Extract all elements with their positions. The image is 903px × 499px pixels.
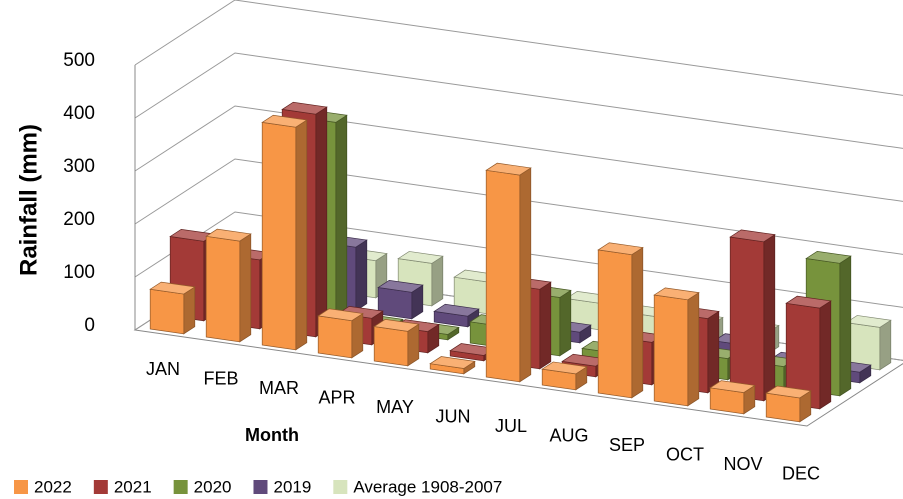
bar bbox=[205, 228, 252, 343]
x-tick-label: JAN bbox=[146, 359, 180, 379]
bar bbox=[785, 295, 832, 410]
bar bbox=[845, 315, 892, 371]
bar bbox=[397, 251, 444, 307]
grid-line bbox=[134, 158, 903, 255]
legend-swatch bbox=[333, 480, 348, 494]
bar bbox=[373, 319, 420, 367]
bar bbox=[317, 308, 364, 359]
legend-label: Average 1908-2007 bbox=[353, 477, 502, 496]
x-tick-label: SEP bbox=[609, 435, 645, 455]
y-tick-label: 0 bbox=[84, 315, 95, 336]
y-tick-label: 400 bbox=[63, 103, 95, 124]
bar bbox=[597, 242, 644, 399]
x-tick-label: MAY bbox=[376, 397, 414, 417]
bar bbox=[765, 385, 812, 423]
x-tick-label: JUL bbox=[495, 416, 527, 436]
y-tick-label: 500 bbox=[63, 50, 95, 71]
legend-swatch bbox=[253, 480, 268, 494]
bar bbox=[541, 361, 588, 391]
y-tick-label: 200 bbox=[63, 209, 95, 230]
x-tick-label: FEB bbox=[203, 368, 238, 388]
bar bbox=[377, 279, 424, 320]
y-tick-label: 300 bbox=[63, 156, 95, 177]
x-tick-label: JUN bbox=[436, 406, 471, 426]
legend-label: 2019 bbox=[273, 477, 311, 496]
bar bbox=[149, 281, 196, 335]
bar bbox=[729, 229, 776, 402]
x-tick-label: NOV bbox=[723, 454, 762, 474]
legend-label: 2020 bbox=[194, 477, 232, 496]
x-tick-label: OCT bbox=[666, 444, 704, 464]
grid-line bbox=[134, 211, 903, 308]
x-tick-label: AUG bbox=[549, 425, 588, 445]
bar bbox=[485, 162, 532, 383]
legend-label: 2021 bbox=[114, 477, 152, 496]
x-tick-label: MAR bbox=[259, 378, 299, 398]
y-axis-title: Rainfall (mm) bbox=[15, 124, 42, 276]
bar bbox=[261, 114, 308, 351]
legend-label: 2022 bbox=[34, 477, 72, 496]
legend-swatch bbox=[14, 480, 28, 494]
legend-swatch bbox=[173, 480, 188, 494]
bar bbox=[709, 380, 756, 415]
bar bbox=[653, 287, 700, 407]
x-axis-title: Month bbox=[245, 425, 299, 445]
y-tick-label: 100 bbox=[63, 262, 95, 283]
grid-line bbox=[134, 52, 903, 149]
x-tick-label: DEC bbox=[782, 463, 820, 483]
grid-line bbox=[134, 0, 903, 96]
bar bbox=[429, 356, 476, 375]
x-tick-label: APR bbox=[318, 387, 355, 407]
grid-line bbox=[134, 105, 903, 202]
legend-swatch bbox=[93, 480, 108, 494]
